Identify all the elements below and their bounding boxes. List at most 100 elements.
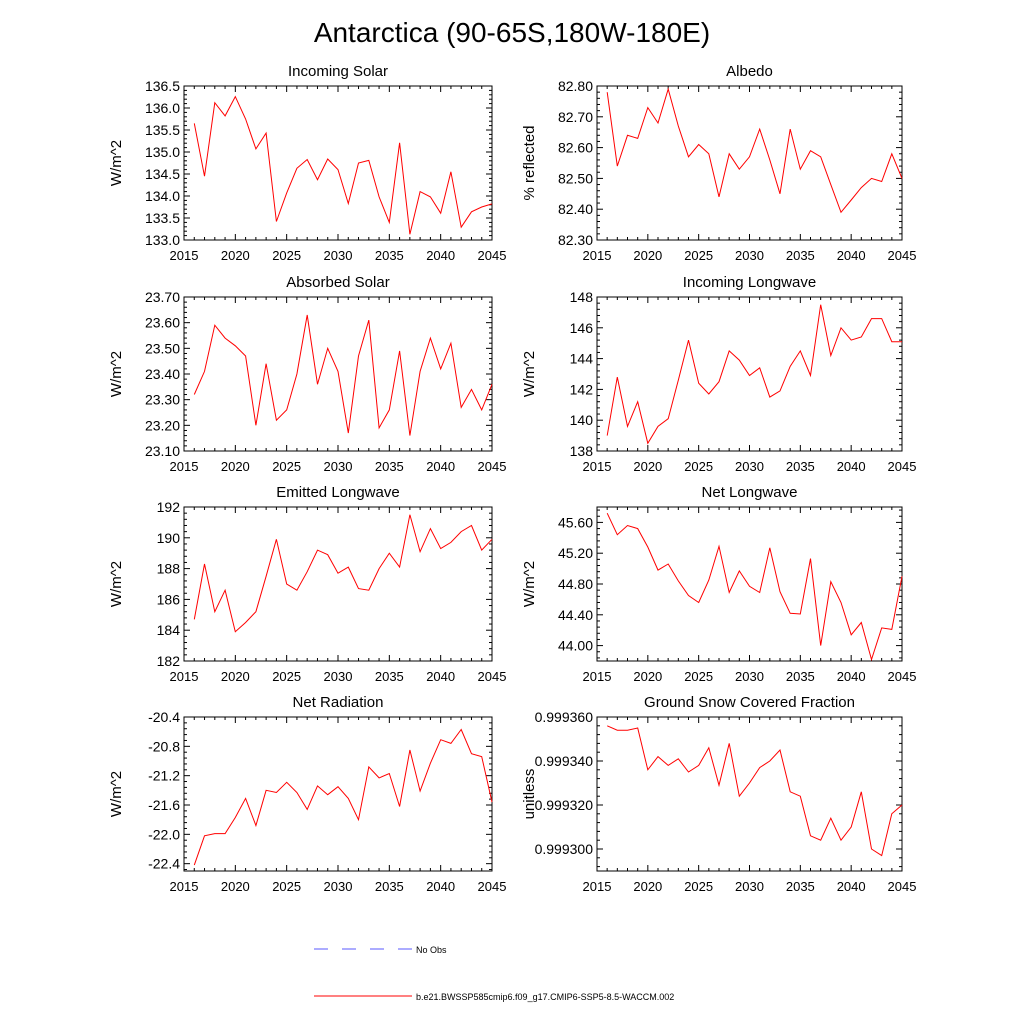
series-line <box>193 314 493 436</box>
legend: No Obs b.e21.BWSSP585cmip6.f09_g17.CMIP6… <box>314 945 674 1002</box>
x-tick-label: 2040 <box>426 879 455 894</box>
y-tick-label: 0.999300 <box>535 841 594 857</box>
panel-title: Ground Snow Covered Fraction <box>644 694 855 711</box>
x-tick-label: 2020 <box>221 879 250 894</box>
plot-frame <box>183 85 493 241</box>
x-tick-label: 2045 <box>888 879 917 894</box>
figure-title: Antarctica (90-65S,180W-180E) <box>314 17 710 48</box>
y-tick-label: 135.5 <box>145 122 180 138</box>
y-tick-label: 82.80 <box>558 78 593 94</box>
series-line <box>607 725 903 857</box>
y-tick-label: 23.20 <box>145 417 180 433</box>
x-tick-label: 2040 <box>426 248 455 263</box>
x-tick-label: 2020 <box>221 459 250 474</box>
series-line <box>606 512 903 662</box>
y-tick-label: 146 <box>570 320 594 336</box>
y-tick-label: -21.2 <box>148 768 180 784</box>
x-tick-label: 2035 <box>375 879 404 894</box>
series-line <box>606 87 903 214</box>
x-tick-label: 2040 <box>426 459 455 474</box>
x-tick-label: 2020 <box>633 248 662 263</box>
y-tick-label: 192 <box>157 499 181 515</box>
x-tick-label: 2035 <box>375 459 404 474</box>
x-tick-label: 2035 <box>786 669 815 684</box>
y-axis-label: W/m^2 <box>108 561 125 607</box>
y-tick-label: 138 <box>570 443 594 459</box>
x-tick-label: 2015 <box>583 459 612 474</box>
panel-7: Ground Snow Covered Fraction unitless 2015… <box>521 694 916 894</box>
x-tick-label: 2035 <box>786 248 815 263</box>
x-tick-label: 2015 <box>170 459 199 474</box>
x-tick-label: 2030 <box>735 459 764 474</box>
x-tick-label: 2015 <box>583 879 612 894</box>
y-tick-label: 133.5 <box>145 210 180 226</box>
y-tick-label: -20.8 <box>148 738 180 754</box>
y-tick-label: 82.50 <box>558 170 593 186</box>
y-tick-label: -22.4 <box>148 856 180 872</box>
y-tick-label: 23.60 <box>145 315 180 331</box>
x-tick-label: 2025 <box>272 879 301 894</box>
plot-frame <box>596 296 903 452</box>
x-tick-label: 2025 <box>684 248 713 263</box>
y-tick-label: 136.0 <box>145 100 180 116</box>
y-tick-label: 0.999320 <box>535 797 594 813</box>
y-tick-label: 0.999340 <box>535 753 594 769</box>
x-tick-label: 2035 <box>375 248 404 263</box>
y-axis-label: W/m^2 <box>521 561 538 607</box>
x-tick-label: 2020 <box>633 879 662 894</box>
plot-frame <box>596 506 903 662</box>
panel-0: Incoming Solar W/m^2 2015 2020 2025 2030 2035 2… <box>108 63 506 263</box>
x-tick-label: 2045 <box>888 669 917 684</box>
x-tick-label: 2015 <box>170 879 199 894</box>
y-axis-label: unitless <box>521 769 538 820</box>
x-tick-label: 2025 <box>684 459 713 474</box>
y-tick-label: 136.5 <box>145 78 180 94</box>
series-line <box>606 304 902 445</box>
x-tick-label: 2025 <box>684 669 713 684</box>
x-tick-label: 2030 <box>735 669 764 684</box>
x-tick-label: 2040 <box>837 879 866 894</box>
x-tick-label: 2020 <box>633 459 662 474</box>
x-tick-label: 2045 <box>888 459 917 474</box>
x-tick-label: 2030 <box>324 879 353 894</box>
x-tick-label: 2040 <box>837 669 866 684</box>
y-axis-label: W/m^2 <box>521 351 538 397</box>
plot-frame <box>596 716 903 872</box>
panel-6: Net Radiation W/m^2 2015 2020 2025 2030 2035 20… <box>108 694 506 894</box>
panel-3: Incoming Longwave W/m^2 2015 2020 2025 2030 20… <box>521 274 916 474</box>
panel-title: Emitted Longwave <box>276 484 399 501</box>
y-tick-label: 23.70 <box>145 289 180 305</box>
panel-title: Incoming Longwave <box>683 274 816 291</box>
x-tick-label: 2025 <box>684 879 713 894</box>
legend-no-obs-label: No Obs <box>416 945 447 955</box>
x-tick-label: 2025 <box>272 669 301 684</box>
panel-title: Net Longwave <box>702 484 798 501</box>
panels: Incoming Solar W/m^2 2015 2020 2025 2030 2035 2… <box>108 63 916 894</box>
x-tick-label: 2035 <box>375 669 404 684</box>
panel-title: Net Radiation <box>293 694 384 711</box>
y-tick-label: 82.40 <box>558 201 593 217</box>
x-tick-label: 2025 <box>272 248 301 263</box>
x-tick-label: 2045 <box>888 248 917 263</box>
x-tick-label: 2015 <box>170 669 199 684</box>
y-tick-label: 135.0 <box>145 144 180 160</box>
x-tick-label: 2045 <box>478 669 507 684</box>
y-tick-label: -22.0 <box>148 826 180 842</box>
x-tick-label: 2030 <box>324 459 353 474</box>
series-line <box>193 95 493 235</box>
y-tick-label: 188 <box>157 561 181 577</box>
y-tick-label: 186 <box>157 591 181 607</box>
y-tick-label: 133.0 <box>145 232 180 248</box>
x-tick-label: 2030 <box>735 248 764 263</box>
x-tick-label: 2035 <box>786 459 815 474</box>
x-tick-label: 2040 <box>837 459 866 474</box>
x-tick-label: 2040 <box>426 669 455 684</box>
x-tick-label: 2020 <box>633 669 662 684</box>
y-tick-label: 45.20 <box>558 545 593 561</box>
x-tick-label: 2015 <box>583 669 612 684</box>
y-tick-label: 134.5 <box>145 166 180 182</box>
x-tick-label: 2045 <box>478 459 507 474</box>
y-tick-label: 140 <box>570 412 594 428</box>
legend-model-label: b.e21.BWSSP585cmip6.f09_g17.CMIP6-SSP5-8… <box>416 992 674 1002</box>
